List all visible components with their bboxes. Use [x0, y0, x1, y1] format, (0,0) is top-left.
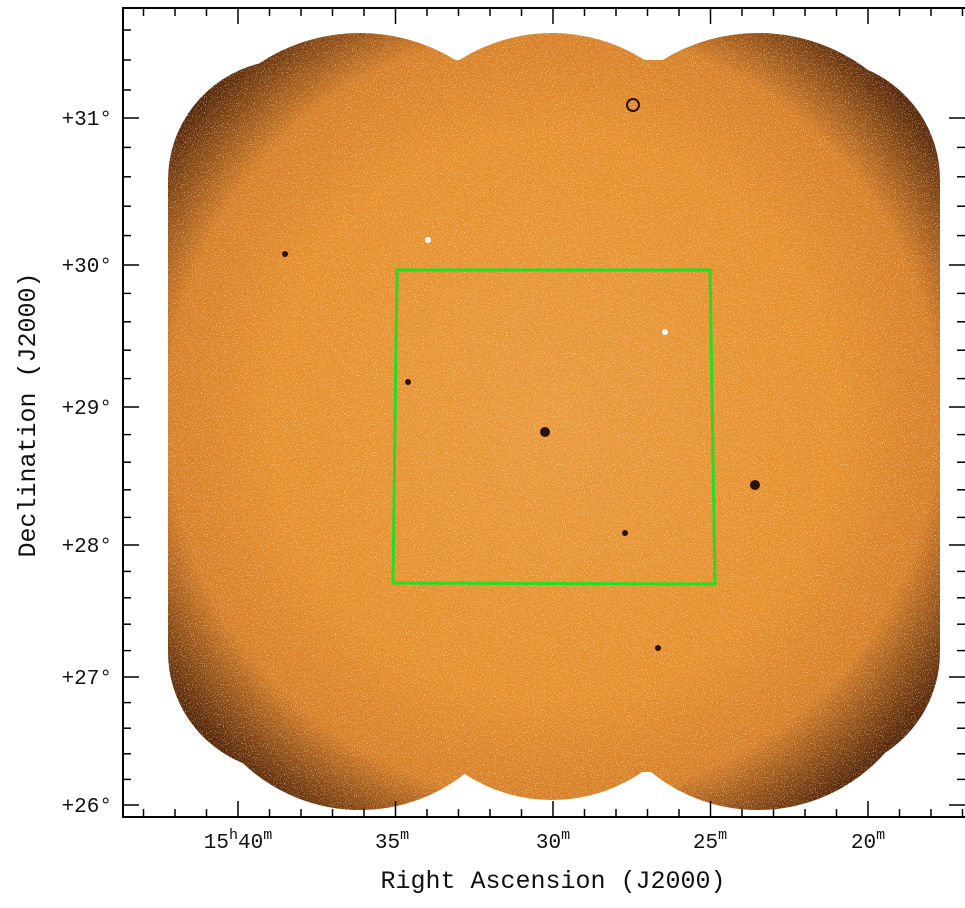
- y-tick-label: +31°: [62, 109, 112, 132]
- y-tick-label: +26°: [62, 796, 112, 819]
- x-tick-label: 30m: [536, 827, 570, 855]
- x-tick-part: m: [718, 827, 727, 844]
- x-tick-part: 20: [851, 832, 876, 855]
- x-tick-part: 25: [693, 832, 718, 855]
- x-tick-part: m: [561, 827, 570, 844]
- y-tick-label: +28°: [62, 536, 112, 559]
- x-tick-part: 35: [375, 832, 400, 855]
- y-tick-label: +29°: [62, 398, 112, 421]
- x-tick-part: 15: [204, 832, 229, 855]
- x-tick-part: m: [263, 827, 272, 844]
- x-axis-label: Right Ascension (J2000): [380, 867, 725, 896]
- x-tick-part: m: [400, 827, 409, 844]
- y-tick-label: +30°: [62, 256, 112, 279]
- sky-map: [120, 0, 965, 820]
- page: {"x_axis": {"label": "Right Ascension (J…: [0, 0, 965, 908]
- x-tick-label: 20m: [851, 827, 885, 855]
- x-tick-part: 30: [536, 832, 561, 855]
- y-axis-label: Declination (J2000): [14, 272, 43, 557]
- figure: Right Ascension (J2000) Declination (J20…: [0, 0, 965, 903]
- x-tick-part: h: [229, 827, 238, 844]
- x-tick-label: 35m: [375, 827, 409, 855]
- x-tick-part: m: [876, 827, 885, 844]
- y-tick-label: +27°: [62, 668, 112, 691]
- x-tick-label: 15h40m: [204, 827, 272, 855]
- x-tick-label: 25m: [693, 827, 727, 855]
- x-tick-part: 40: [238, 832, 263, 855]
